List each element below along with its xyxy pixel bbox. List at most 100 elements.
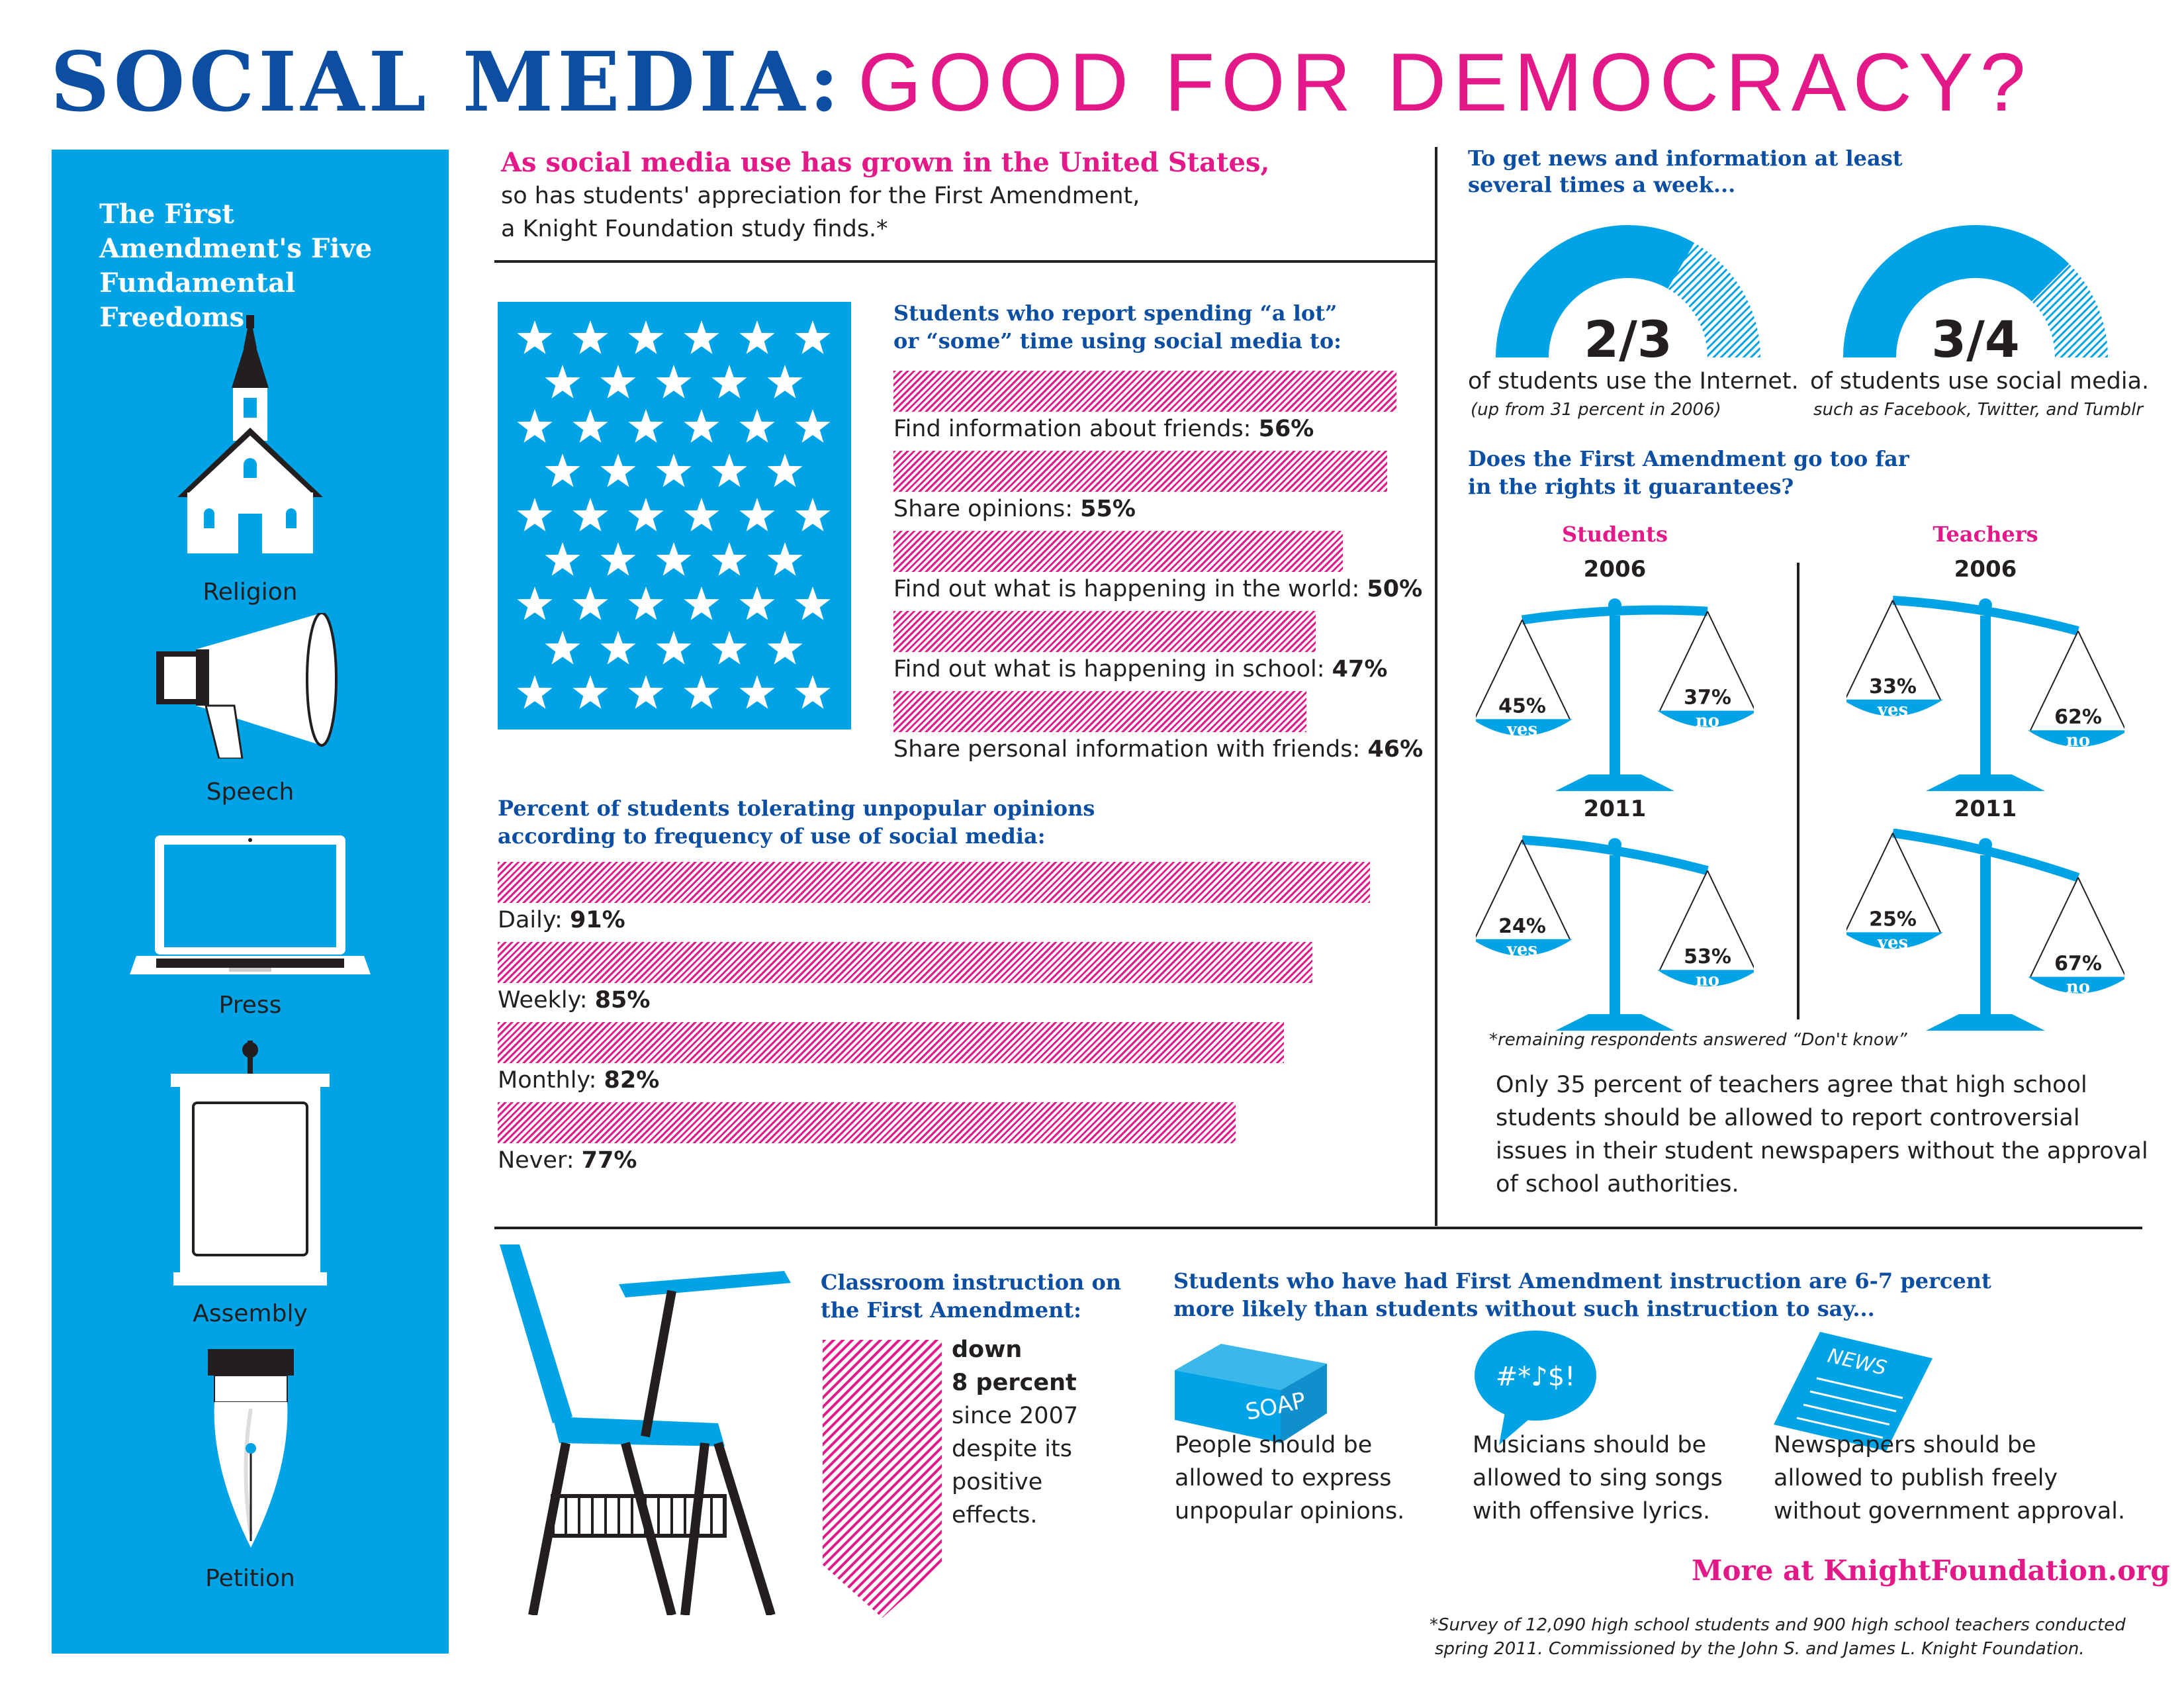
- tolerance-bar: [498, 1022, 1284, 1063]
- activity-label: Share opinions: 55%: [893, 496, 1136, 522]
- scale-yes-value: 24%: [1498, 915, 1546, 938]
- freedom-label-petition: Petition: [205, 1565, 295, 1592]
- tolerance-label: Never: 77%: [498, 1147, 637, 1174]
- instruction-item-1-l3: unpopular opinions.: [1175, 1498, 1405, 1524]
- scale-yes-label: yes: [1506, 720, 1537, 739]
- gauge-internet-caption: of students use the Internet.: [1468, 368, 1799, 395]
- flag-star: [795, 320, 831, 354]
- flag-star: [711, 631, 747, 665]
- activities-heading-1: Students who report spending “a lot”: [893, 301, 1338, 326]
- tolerance-label: Weekly: 85%: [498, 987, 650, 1013]
- activity-bar: [893, 691, 1307, 732]
- scale-no-label: no: [2066, 978, 2090, 998]
- instruction-item-1-l1: People should be: [1175, 1432, 1373, 1458]
- freedom-label-religion: Religion: [203, 579, 298, 606]
- star-flag-icon: [498, 302, 851, 729]
- classroom-text: down 8 percent since 2007 despite its po…: [952, 1333, 1078, 1532]
- scale-no-value: 67%: [2054, 953, 2102, 976]
- activity-label: Find out what is happening in the world:…: [893, 576, 1422, 602]
- instruction-heading-2: more likely than students without such i…: [1173, 1296, 1875, 1321]
- classroom-heading-1: Classroom instruction on: [821, 1270, 1122, 1295]
- flag-star: [684, 498, 719, 532]
- tolerance-label: Monthly: 82%: [498, 1067, 659, 1094]
- scale-yes-value: 45%: [1498, 694, 1546, 718]
- scale-year: 2011: [1954, 796, 2017, 822]
- teachers-note: Only 35 percent of teachers agree that h…: [1496, 1072, 2148, 1197]
- classroom-line-3: since 2007: [952, 1403, 1079, 1429]
- gauge-remaining: [1668, 242, 1760, 357]
- freedoms-sidebar: The First Amendment's Five Fundamental F…: [52, 150, 449, 1654]
- more-link[interactable]: More at KnightFoundation.org: [1692, 1554, 2170, 1587]
- activity-label-text: Share opinions:: [893, 496, 1081, 522]
- scale-no-label: no: [1696, 970, 1719, 990]
- laptop-icon: [130, 835, 371, 974]
- flag-star: [656, 631, 692, 665]
- scale-yes-value: 33%: [1869, 675, 1917, 698]
- scale-year: 2006: [1954, 556, 2017, 583]
- news-heading-2: several times a week...: [1468, 172, 1736, 197]
- gauge-remaining: [2031, 263, 2108, 357]
- title-part-2: GOOD FOR DEMOCRACY?: [858, 37, 2032, 128]
- sidebar-heading: The First Amendment's Five Fundamental F…: [99, 199, 373, 333]
- survey-note-1: *Survey of 12,090 high school students a…: [1430, 1615, 2126, 1635]
- flag-star: [767, 631, 803, 665]
- instruction-item-2: Musicians should be allowed to sing song…: [1473, 1429, 1723, 1528]
- tolerance-label-text: Daily:: [498, 907, 570, 933]
- tolerance-bar: [498, 862, 1370, 903]
- activities-heading-2: or “some” time using social media to:: [893, 328, 1342, 353]
- activity-label-text: Share personal information with friends:: [893, 736, 1368, 763]
- flag-star: [767, 365, 803, 399]
- balance-scale-icon: 24% yes 53% no: [1476, 835, 1754, 1031]
- scale-no-label: no: [2066, 731, 2090, 751]
- megaphone-icon: [156, 613, 338, 759]
- flag-star: [684, 409, 719, 443]
- classroom-line-2: 8 percent: [952, 1370, 1077, 1396]
- rule-intro: [494, 260, 1436, 263]
- tolerance-label-value: 77%: [581, 1147, 637, 1174]
- flag-star: [795, 409, 831, 443]
- classroom-line-1: down: [952, 1336, 1023, 1363]
- flag-star: [545, 453, 580, 487]
- tolerance-label-value: 85%: [594, 987, 651, 1013]
- flag-star: [684, 586, 719, 620]
- scale-yes-label: yes: [1506, 940, 1537, 960]
- flag-star: [517, 586, 553, 620]
- instruction-item-1: People should be allowed to express unpo…: [1175, 1429, 1404, 1528]
- balance-scale-icon: 45% yes 37% no: [1476, 598, 1754, 791]
- activity-label-text: Find information about friends:: [893, 416, 1259, 442]
- gauge-internet-fraction: 2/3: [1584, 310, 1672, 369]
- instruction-item-1-l2: allowed to express: [1175, 1465, 1392, 1491]
- gauge-social-fraction: 3/4: [1931, 310, 2020, 369]
- news-heading-1: To get news and information at least: [1468, 146, 1903, 171]
- gauge-internet: [1496, 225, 1760, 357]
- soap-icon: SOAP: [1175, 1344, 1327, 1443]
- flag-star: [572, 320, 608, 354]
- activity-label-value: 46%: [1367, 736, 1424, 763]
- freedom-label-press: Press: [218, 992, 282, 1019]
- scale-year: 2011: [1583, 796, 1647, 822]
- instruction-item-2-l3: with offensive lyrics.: [1473, 1498, 1711, 1524]
- flag-star: [711, 365, 747, 399]
- page-title: SOCIAL MEDIA: GOOD FOR DEMOCRACY?: [50, 34, 2032, 134]
- scale-year: 2006: [1583, 556, 1647, 583]
- newspaper-icon: NEWS: [1774, 1332, 1933, 1451]
- intro-line-3: a Knight Foundation study finds.*: [501, 216, 888, 242]
- too-far-heading-1: Does the First Amendment go too far: [1468, 446, 1909, 471]
- activity-bar: [893, 371, 1396, 412]
- speech-bubble-icon: #*♪$!: [1475, 1331, 1596, 1445]
- tolerance-heading-2: according to frequency of use of social …: [498, 823, 1046, 849]
- gauge-filled: [1496, 225, 1695, 357]
- gauge-internet-sub: (up from 31 percent in 2006): [1471, 400, 1721, 420]
- flag-star: [711, 453, 747, 487]
- survey-note-2: spring 2011. Commissioned by the John S.…: [1435, 1639, 2085, 1659]
- too-far-heading-2: in the rights it guarantees?: [1468, 474, 1794, 499]
- activity-label-text: Find out what is happening in school:: [893, 656, 1332, 682]
- gauge-filled: [1843, 225, 2070, 357]
- scale-yes-value: 25%: [1869, 908, 1917, 931]
- flag-star: [711, 542, 747, 576]
- instruction-item-3-l3: without government approval.: [1774, 1498, 2126, 1524]
- activity-label-value: 47%: [1332, 656, 1388, 682]
- intro-line-2: so has students' appreciation for the Fi…: [501, 183, 1140, 209]
- flag-star: [600, 542, 636, 576]
- flag-star: [684, 320, 719, 354]
